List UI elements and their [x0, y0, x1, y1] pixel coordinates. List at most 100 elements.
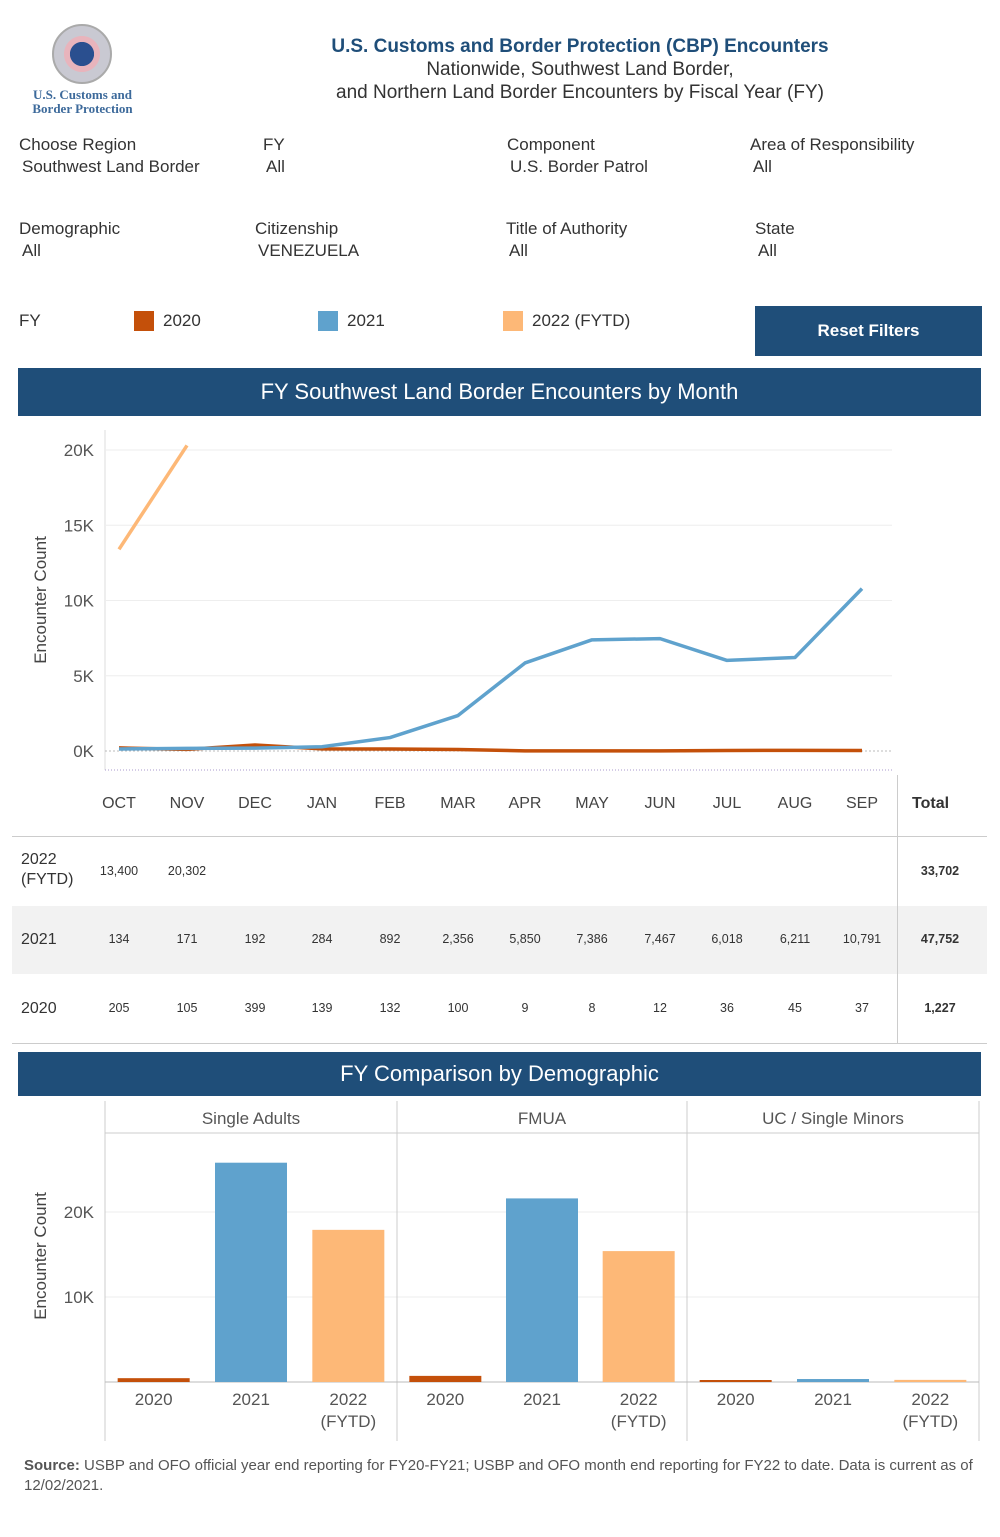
filter-7[interactable]: State All	[755, 218, 795, 262]
filter-value[interactable]: All	[509, 241, 528, 260]
bar-fmua-2	[602, 1251, 675, 1382]
filter-label: Choose Region	[19, 135, 137, 154]
table-cell: 7,386	[576, 932, 608, 946]
bar-single-adults-1	[215, 1162, 287, 1382]
y-tick-label: 20K	[64, 441, 95, 460]
table-cell: 205	[108, 1001, 130, 1015]
legend-label-2022[interactable]: 2022 (FYTD)	[532, 311, 631, 330]
filter-2[interactable]: Component U.S. Border Patrol	[507, 134, 648, 178]
table-cell: 6,211	[779, 932, 811, 946]
y-tick-label: 10K	[64, 1288, 95, 1307]
filter-1[interactable]: FY All	[263, 134, 285, 178]
filter-3[interactable]: Area of Responsibility All	[750, 134, 914, 178]
x-tick-label: 2022	[911, 1390, 949, 1409]
table-cell: 171	[176, 932, 198, 946]
filter-value[interactable]: All	[22, 241, 41, 260]
table-cell: 5,850	[509, 932, 541, 946]
y-tick-label: 15K	[64, 516, 95, 535]
source-text: USBP and OFO official year end reporting…	[24, 1457, 973, 1494]
filter-label: Area of Responsibility	[750, 135, 915, 154]
legend-title: FY	[19, 311, 41, 330]
total-header: Total	[912, 795, 950, 812]
table-bottom-divider	[12, 1043, 987, 1044]
y-tick-label: 20K	[64, 1203, 95, 1222]
monthly-line-chart: 0K 5K 10K 15K 20K Encounter Count	[31, 430, 892, 771]
table-cell: 36	[720, 1001, 734, 1015]
month-header: OCT	[102, 795, 136, 812]
line-series-2020	[118, 743, 863, 753]
table-row	[12, 906, 987, 974]
filter-label: State	[755, 219, 795, 238]
y-tick-label: 10K	[64, 592, 95, 611]
table-cell: 13,400	[99, 864, 139, 878]
month-header: JUL	[712, 795, 742, 812]
bar-single-adults-2	[312, 1229, 385, 1382]
month-header: JUN	[644, 795, 676, 812]
filter-value[interactable]: All	[753, 157, 772, 176]
y-axis-title: Encounter Count	[31, 536, 50, 664]
table-cell: 132	[379, 1001, 401, 1015]
legend-swatch-2020	[134, 311, 154, 331]
filter-value[interactable]: All	[266, 157, 285, 176]
x-tick-label: 2020	[135, 1390, 173, 1409]
table-cell: 2,356	[442, 932, 474, 946]
source-label: Source:	[24, 1457, 80, 1474]
panel-header: FMUA	[518, 1109, 567, 1128]
legend-label-2021[interactable]: 2021	[347, 311, 385, 330]
x-tick-label: 2022	[329, 1390, 367, 1409]
table-cell: 100	[447, 1001, 469, 1015]
y-tick-label: 0K	[73, 742, 94, 761]
logo-text: U.S. Customs and Border Protection	[32, 87, 133, 116]
filter-value[interactable]: VENEZUELA	[258, 241, 360, 260]
filter-value[interactable]: Southwest Land Border	[22, 157, 200, 176]
legend-label-2020[interactable]: 2020	[163, 311, 201, 330]
filter-0[interactable]: Choose Region Southwest Land Border	[19, 134, 200, 178]
bar-single-adults-0	[117, 1378, 190, 1382]
table-cell: 892	[379, 932, 401, 946]
table-cell: 10,791	[842, 932, 882, 946]
x-tick-label: 2022	[620, 1390, 658, 1409]
bar-fmua-0	[409, 1375, 482, 1382]
table-cell: 9	[521, 1001, 529, 1015]
month-header: SEP	[845, 795, 878, 812]
month-header: NOV	[169, 795, 205, 812]
table-cell: 284	[311, 932, 333, 946]
filter-label: FY	[263, 135, 285, 154]
panel-header: UC / Single Minors	[762, 1109, 904, 1128]
filter-value[interactable]: All	[758, 241, 777, 260]
x-tick-label: (FYTD)	[320, 1412, 376, 1431]
table-cell: 7,467	[644, 932, 676, 946]
table-cell: 45	[788, 1001, 802, 1015]
bar-uc-single-minors-2	[894, 1379, 967, 1382]
filter-6[interactable]: Title of Authority All	[506, 218, 627, 262]
table-cell: 37	[855, 1001, 869, 1015]
table-cell: 6,018	[711, 932, 743, 946]
table-cell: 399	[244, 1001, 266, 1015]
bar-uc-single-minors-0	[699, 1380, 772, 1382]
filter-label: Citizenship	[255, 219, 339, 238]
filter-label: Demographic	[19, 219, 121, 238]
row-label: 2022 (FYTD)	[21, 851, 74, 888]
title: U.S. Customs and Border Protection (CBP)…	[331, 36, 829, 57]
filter-5[interactable]: Citizenship VENEZUELA	[255, 218, 359, 262]
table-cell: 8	[588, 1001, 596, 1015]
legend-swatch-2021	[318, 311, 338, 331]
demographic-bar-chart: 10K 20K Encounter Count Single Adults 2020 20…	[31, 1101, 980, 1441]
table-cell: 12	[653, 1001, 667, 1015]
panel-header: Single Adults	[202, 1109, 300, 1128]
row-total: 33,702	[920, 864, 960, 878]
filter-4[interactable]: Demographic All	[19, 218, 120, 262]
table-cell: 134	[108, 932, 130, 946]
reset-filters-button[interactable]: Reset Filters	[755, 306, 982, 356]
cbp-seal-logo	[52, 24, 112, 84]
filter-value[interactable]: U.S. Border Patrol	[510, 157, 648, 176]
table-cell: 20,302	[167, 864, 207, 878]
x-tick-label: 2021	[814, 1390, 852, 1409]
row-total: 1,227	[924, 1001, 956, 1015]
subtitle-1: Nationwide, Southwest Land Border,	[426, 59, 734, 80]
row-label: 2021	[21, 931, 57, 948]
bar-uc-single-minors-1	[797, 1379, 869, 1382]
y-tick-label: 5K	[73, 667, 94, 686]
month-header: APR	[508, 795, 542, 812]
page-title: U.S. Customs and Border Protection (CBP)…	[300, 35, 860, 104]
